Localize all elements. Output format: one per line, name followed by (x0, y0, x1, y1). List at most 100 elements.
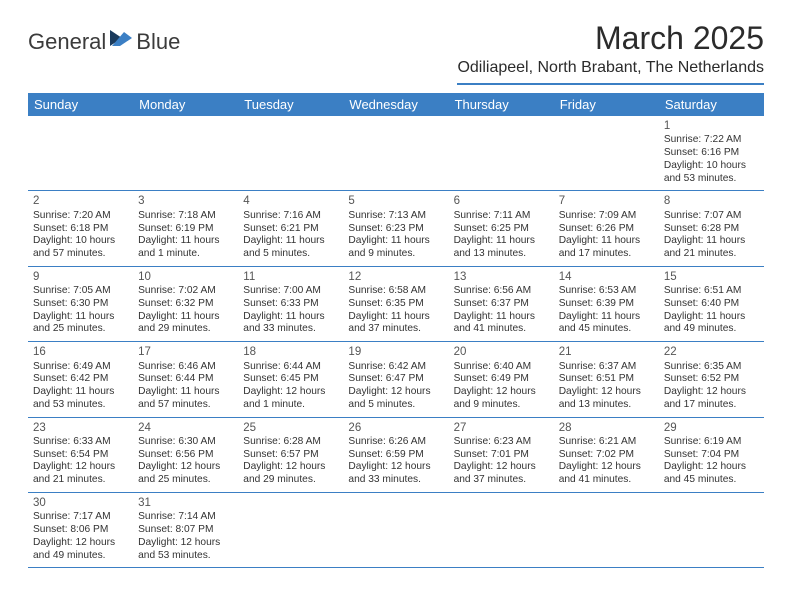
day-cell: 5Sunrise: 7:13 AMSunset: 6:23 PMDaylight… (343, 191, 448, 265)
day-number: 2 (33, 194, 128, 208)
logo-text-2: Blue (136, 29, 180, 55)
sunrise-text: Sunrise: 7:11 AM (454, 210, 549, 223)
day-cell (554, 116, 659, 190)
day-cell (133, 116, 238, 190)
day-cell: 19Sunrise: 6:42 AMSunset: 6:47 PMDayligh… (343, 342, 448, 416)
day-cell: 23Sunrise: 6:33 AMSunset: 6:54 PMDayligh… (28, 418, 133, 492)
day-cell (554, 493, 659, 567)
daylight-text: Daylight: 11 hours and 37 minutes. (348, 311, 443, 337)
day-cell: 26Sunrise: 6:26 AMSunset: 6:59 PMDayligh… (343, 418, 448, 492)
sunrise-text: Sunrise: 7:22 AM (664, 134, 759, 147)
sunset-text: Sunset: 6:32 PM (138, 298, 233, 311)
sunrise-text: Sunrise: 6:37 AM (559, 361, 654, 374)
sunset-text: Sunset: 6:37 PM (454, 298, 549, 311)
header: General Blue March 2025 Odiliapeel, Nort… (28, 20, 764, 85)
day-number: 21 (559, 345, 654, 359)
daylight-text: Daylight: 11 hours and 45 minutes. (559, 311, 654, 337)
day-number: 7 (559, 194, 654, 208)
day-number: 27 (454, 421, 549, 435)
sunset-text: Sunset: 6:28 PM (664, 223, 759, 236)
daylight-text: Daylight: 11 hours and 53 minutes. (33, 386, 128, 412)
sunset-text: Sunset: 6:39 PM (559, 298, 654, 311)
sunrise-text: Sunrise: 7:17 AM (33, 511, 128, 524)
sunset-text: Sunset: 6:25 PM (454, 223, 549, 236)
sunrise-text: Sunrise: 7:20 AM (33, 210, 128, 223)
day-header-tue: Tuesday (238, 93, 343, 116)
day-number: 25 (243, 421, 338, 435)
sunrise-text: Sunrise: 7:07 AM (664, 210, 759, 223)
day-cell (659, 493, 764, 567)
sunrise-text: Sunrise: 6:44 AM (243, 361, 338, 374)
daylight-text: Daylight: 11 hours and 29 minutes. (138, 311, 233, 337)
sunrise-text: Sunrise: 6:33 AM (33, 436, 128, 449)
sunset-text: Sunset: 7:01 PM (454, 449, 549, 462)
day-number: 11 (243, 270, 338, 284)
day-cell: 31Sunrise: 7:14 AMSunset: 8:07 PMDayligh… (133, 493, 238, 567)
sunset-text: Sunset: 6:26 PM (559, 223, 654, 236)
sunset-text: Sunset: 6:42 PM (33, 373, 128, 386)
day-cell: 16 Sunrise: 6:49 AMSunset: 6:42 PMDayligh… (28, 342, 133, 416)
day-header-thu: Thursday (449, 93, 554, 116)
day-cell: 4Sunrise: 7:16 AMSunset: 6:21 PMDaylight… (238, 191, 343, 265)
location: Odiliapeel, North Brabant, The Netherlan… (457, 59, 764, 85)
sunset-text: Sunset: 6:52 PM (664, 373, 759, 386)
sunset-text: Sunset: 6:45 PM (243, 373, 338, 386)
daylight-text: Daylight: 11 hours and 5 minutes. (243, 235, 338, 261)
day-number: 24 (138, 421, 233, 435)
sunset-text: Sunset: 6:19 PM (138, 223, 233, 236)
day-number: 14 (559, 270, 654, 284)
daylight-text: Daylight: 11 hours and 41 minutes. (454, 311, 549, 337)
sunrise-text: Sunrise: 7:05 AM (33, 285, 128, 298)
sunset-text: Sunset: 6:56 PM (138, 449, 233, 462)
day-cell: 3Sunrise: 7:18 AMSunset: 6:19 PMDaylight… (133, 191, 238, 265)
day-cell: 21Sunrise: 6:37 AMSunset: 6:51 PMDayligh… (554, 342, 659, 416)
daylight-text: Daylight: 12 hours and 41 minutes. (559, 461, 654, 487)
day-cell (28, 116, 133, 190)
week-row: 16Sunrise: 6:49 AMSunset: 6:42 PMDayligh… (28, 342, 764, 417)
sunset-text: Sunset: 6:44 PM (138, 373, 233, 386)
sunset-text: Sunset: 7:02 PM (559, 449, 654, 462)
sunset-text: Sunset: 6:47 PM (348, 373, 443, 386)
day-number: 4 (243, 194, 338, 208)
logo-text-1: General (28, 29, 106, 55)
sunrise-text: Sunrise: 7:09 AM (559, 210, 654, 223)
daylight-text: Daylight: 11 hours and 17 minutes. (559, 235, 654, 261)
day-cell: 27Sunrise: 6:23 AMSunset: 7:01 PMDayligh… (449, 418, 554, 492)
day-header-mon: Monday (133, 93, 238, 116)
sunset-text: Sunset: 6:49 PM (454, 373, 549, 386)
day-number: 5 (348, 194, 443, 208)
day-cell (343, 116, 448, 190)
day-cell: 17Sunrise: 6:46 AMSunset: 6:44 PMDayligh… (133, 342, 238, 416)
daylight-text: Daylight: 11 hours and 13 minutes. (454, 235, 549, 261)
day-cell: 11Sunrise: 7:00 AMSunset: 6:33 PMDayligh… (238, 267, 343, 341)
sunrise-text: Sunrise: 7:14 AM (138, 511, 233, 524)
sunset-text: Sunset: 7:04 PM (664, 449, 759, 462)
day-cell: 30Sunrise: 7:17 AMSunset: 8:06 PMDayligh… (28, 493, 133, 567)
day-cell: 28Sunrise: 6:21 AMSunset: 7:02 PMDayligh… (554, 418, 659, 492)
day-number: 3 (138, 194, 233, 208)
day-cell: 1Sunrise: 7:22 AMSunset: 6:16 PMDaylight… (659, 116, 764, 190)
sunrise-text: Sunrise: 6:58 AM (348, 285, 443, 298)
day-cell: 25Sunrise: 6:28 AMSunset: 6:57 PMDayligh… (238, 418, 343, 492)
daylight-text: Daylight: 10 hours and 57 minutes. (33, 235, 128, 261)
sunrise-text: Sunrise: 6:53 AM (559, 285, 654, 298)
sunset-text: Sunset: 6:35 PM (348, 298, 443, 311)
daylight-text: Daylight: 11 hours and 9 minutes. (348, 235, 443, 261)
day-number: 15 (664, 270, 759, 284)
day-cell: 15Sunrise: 6:51 AMSunset: 6:40 PMDayligh… (659, 267, 764, 341)
day-number: 16 (33, 345, 128, 359)
daylight-text: Daylight: 12 hours and 9 minutes. (454, 386, 549, 412)
daylight-text: Daylight: 12 hours and 13 minutes. (559, 386, 654, 412)
day-cell: 24Sunrise: 6:30 AMSunset: 6:56 PMDayligh… (133, 418, 238, 492)
day-cell (238, 493, 343, 567)
day-number: 29 (664, 421, 759, 435)
day-header-sat: Saturday (659, 93, 764, 116)
logo: General Blue (28, 28, 180, 55)
weeks-container: 1Sunrise: 7:22 AMSunset: 6:16 PMDaylight… (28, 116, 764, 568)
sunrise-text: Sunrise: 6:49 AM (33, 361, 128, 374)
sunrise-text: Sunrise: 6:26 AM (348, 436, 443, 449)
day-cell: 29Sunrise: 6:19 AMSunset: 7:04 PMDayligh… (659, 418, 764, 492)
daylight-text: Daylight: 11 hours and 33 minutes. (243, 311, 338, 337)
day-cell (449, 116, 554, 190)
week-row: 9Sunrise: 7:05 AMSunset: 6:30 PMDaylight… (28, 267, 764, 342)
